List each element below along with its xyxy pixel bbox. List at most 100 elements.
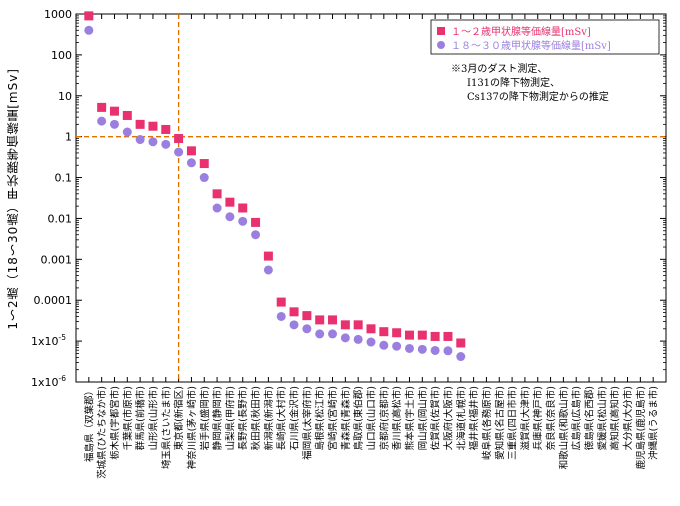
data-point-circle: [251, 230, 261, 240]
x-tick-label: 兵庫県(神戸市): [532, 386, 544, 450]
data-point-circle: [366, 337, 376, 347]
x-tick-label: 三重県(四日市市): [507, 386, 519, 460]
x-tick-label: 奈良県(奈良市): [545, 386, 557, 450]
data-point-circle: [302, 324, 312, 334]
data-point-circle: [174, 147, 184, 157]
data-point-circle: [238, 216, 248, 226]
x-tick-label: 高知県(高知市): [609, 386, 621, 450]
x-tick-label: 鹿児島県(鹿児島市): [635, 386, 647, 469]
data-point-square: [148, 121, 158, 131]
data-marks: [84, 11, 466, 362]
data-point-square: [456, 338, 466, 348]
y-tick-label: 1x10-5: [31, 333, 66, 348]
x-tick-label: 茨城県(ひたちなか市): [96, 386, 108, 479]
data-point-square: [379, 327, 389, 337]
x-tick-label: 島根県(松江市): [314, 386, 326, 450]
legend-box: [430, 19, 660, 55]
y-tick-label: 1: [65, 131, 72, 144]
x-tick-label: 石川県(金沢市): [289, 386, 301, 450]
x-tick-label: 山梨県(甲府市): [224, 386, 236, 450]
x-tick-label: 沖縄県(うるま市): [648, 386, 660, 460]
data-point-circle: [340, 333, 350, 343]
x-tick-label: 山形県(山形市): [147, 386, 159, 450]
data-point-square: [404, 330, 414, 340]
data-point-square: [328, 315, 338, 325]
annotation-note: ※3月のダスト測定、I131の降下物測定、Cs137の降下物測定からの推定: [451, 62, 609, 103]
x-tick-label: 熊本県(宇土市): [404, 386, 416, 450]
x-tick-label: 愛知県(名古屋市): [494, 386, 506, 460]
x-tick-label: 大分県(大分市): [622, 386, 634, 450]
data-point-circle: [430, 345, 440, 355]
data-point-circle: [276, 311, 286, 321]
data-point-circle: [417, 344, 427, 354]
x-tick-label: 千葉県(市原市): [122, 386, 134, 450]
y-tick-label-base: 1x10: [31, 376, 59, 389]
x-tick-label: 香川県(高松市): [391, 386, 403, 450]
y-tick-label: 0.1: [55, 172, 73, 185]
data-point-square: [186, 146, 196, 156]
legend-marker-square: [437, 27, 445, 35]
x-tick-label: 愛媛県(松山市): [596, 386, 608, 450]
data-point-square: [212, 189, 222, 199]
data-point-circle: [392, 341, 402, 351]
data-point-square: [84, 11, 94, 21]
x-tick-label: 岡山県(岡山市): [417, 386, 429, 450]
data-point-circle: [404, 343, 414, 353]
data-point-circle: [122, 127, 132, 137]
y-tick-label-exponent: -6: [59, 374, 67, 383]
data-point-square: [135, 119, 145, 129]
data-point-circle: [161, 139, 171, 149]
data-point-square: [315, 315, 325, 325]
data-point-square: [340, 320, 350, 330]
y-tick-label: 0.01: [48, 212, 73, 225]
data-point-square: [97, 102, 107, 112]
data-point-circle: [379, 340, 389, 350]
y-tick-label: 100: [51, 49, 72, 62]
data-point-circle: [84, 25, 94, 35]
legend: １～２歳甲状腺等価線量[mSv]１８～３０歳甲状腺等価線量[mSv]: [430, 19, 660, 55]
data-point-square: [443, 331, 453, 341]
data-point-square: [109, 106, 119, 116]
x-tick-label: 福井県(福井市): [468, 386, 480, 450]
y-tick-label: 0.001: [41, 253, 73, 266]
x-tick-label: 宮崎県(宮崎市): [327, 386, 339, 450]
data-point-square: [430, 331, 440, 341]
x-tick-label: 京都府(京都市): [378, 386, 390, 450]
data-point-square: [122, 110, 132, 120]
data-point-square: [392, 328, 402, 338]
annotation-line: ※3月のダスト測定、: [451, 62, 547, 75]
legend-label: １～２歳甲状腺等価線量[mSv]: [451, 25, 591, 38]
data-point-square: [366, 324, 376, 334]
data-point-circle: [109, 119, 119, 129]
x-tick-label: 滋賀県(大津市): [519, 386, 531, 450]
data-point-square: [417, 330, 427, 340]
annotation-line: I131の降下物測定、: [467, 76, 560, 89]
x-tick-label: 山口県(山口市): [366, 386, 378, 450]
annotation-line: Cs137の降下物測定からの推定: [467, 90, 609, 103]
x-tick-label: 佐賀県(佐賀市): [430, 386, 442, 450]
y-tick-label-exponent: -5: [59, 333, 67, 342]
data-point-circle: [328, 329, 338, 339]
x-tick-label: 埼玉県(さいたま市): [160, 386, 172, 469]
data-point-circle: [97, 116, 107, 126]
x-tick-label: 静岡県(静岡市): [212, 386, 224, 450]
data-point-square: [161, 124, 171, 134]
x-tick-label: 神奈川県(茅ヶ崎市): [186, 386, 198, 469]
data-point-square: [238, 203, 248, 213]
data-point-circle: [225, 212, 235, 222]
data-point-square: [225, 197, 235, 207]
x-tick-label: 福島県（双葉郡）: [83, 386, 95, 462]
x-tick-label: 青森県(青森市): [340, 386, 352, 450]
x-tick-label: 和歌山県(和歌山市): [558, 386, 570, 469]
x-tick-label: 長崎県(大村市): [276, 386, 288, 450]
x-tick-label: 徳島県(名西郡): [584, 386, 596, 450]
x-tick-label: 岐阜県(各務原市): [481, 386, 493, 460]
x-tick-label: 北海道(札幌市): [455, 386, 467, 450]
data-point-square: [302, 311, 312, 321]
x-tick-label: 広島県(広島市): [571, 386, 583, 450]
x-tick-label: 長野県(長野市): [237, 386, 249, 450]
x-tick-label: 福岡県(太宰府市): [301, 386, 313, 460]
data-point-circle: [199, 173, 209, 183]
x-tick-label: 大阪府(大阪市): [442, 386, 454, 450]
